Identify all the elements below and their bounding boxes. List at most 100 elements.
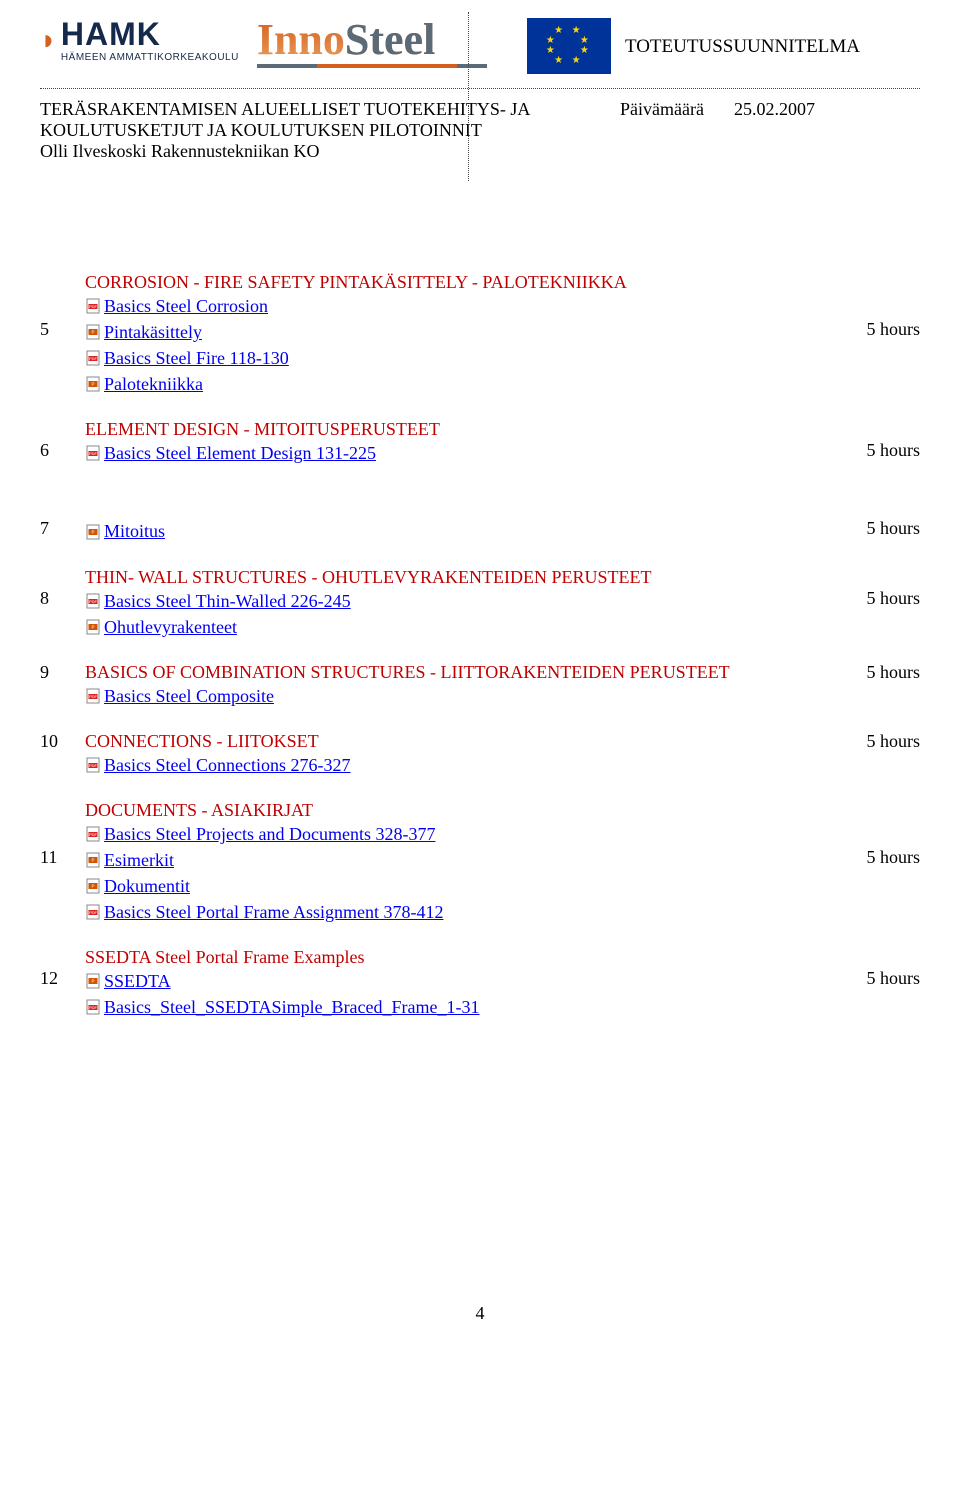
row-number: 12 xyxy=(40,968,58,988)
row-number: 10 xyxy=(40,731,58,751)
svg-text:PDF: PDF xyxy=(89,451,98,456)
pdf-icon: PDF xyxy=(85,593,101,609)
svg-text:P: P xyxy=(91,382,94,387)
svg-text:PDF: PDF xyxy=(89,694,98,699)
file-link-row[interactable]: PDF Basics Steel Connections 276-327 xyxy=(85,752,840,778)
row-number: 5 xyxy=(40,319,49,339)
hours-value: 5 hours xyxy=(867,319,921,339)
file-link-row[interactable]: P Esimerkit xyxy=(85,847,840,873)
pdf-icon: PDF xyxy=(85,999,101,1015)
file-link-text[interactable]: Basics Steel Projects and Documents 328-… xyxy=(104,821,435,847)
section-title: SSEDTA Steel Portal Frame Examples xyxy=(85,947,365,967)
file-link-row[interactable]: P Dokumentit xyxy=(85,873,840,899)
file-link-row[interactable]: P Pintakäsittely xyxy=(85,319,840,345)
hamk-logo-text: HAMK xyxy=(61,18,239,50)
svg-text:P: P xyxy=(91,884,94,889)
page-number: 4 xyxy=(0,1303,960,1344)
pdf-icon: PDF xyxy=(85,757,101,773)
svg-text:PDF: PDF xyxy=(89,356,98,361)
svg-text:PDF: PDF xyxy=(89,1005,98,1010)
ppt-icon: P xyxy=(85,973,101,989)
file-link-text[interactable]: Basics Steel Thin-Walled 226-245 xyxy=(104,588,351,614)
ppt-icon: P xyxy=(85,878,101,894)
author-line: Olli Ilveskoski Rakennustekniikan KO xyxy=(40,141,620,162)
svg-text:PDF: PDF xyxy=(89,763,98,768)
ppt-icon: P xyxy=(85,619,101,635)
file-link-text[interactable]: Basics Steel Corrosion xyxy=(104,293,268,319)
row-number: 9 xyxy=(40,662,49,682)
file-link-text[interactable]: Mitoitus xyxy=(104,518,165,544)
file-link-text[interactable]: Basics Steel Composite xyxy=(104,683,274,709)
pdf-icon: PDF xyxy=(85,298,101,314)
ppt-icon: P xyxy=(85,524,101,540)
project-title-line1: TERÄSRAKENTAMISEN ALUEELLISET TUOTEKEHIT… xyxy=(40,99,620,120)
hours-value: 5 hours xyxy=(867,588,921,608)
row-number: 7 xyxy=(40,518,49,538)
file-link-text[interactable]: Basics_Steel_SSEDTASimple_Braced_Frame_1… xyxy=(104,994,480,1020)
file-link-text[interactable]: Basics Steel Element Design 131-225 xyxy=(104,440,376,466)
file-link-text[interactable]: SSEDTA xyxy=(104,968,171,994)
file-link-row[interactable]: PDF Basics Steel Corrosion xyxy=(85,293,840,319)
subheader: TERÄSRAKENTAMISEN ALUEELLISET TUOTEKEHIT… xyxy=(0,99,960,162)
svg-text:P: P xyxy=(91,858,94,863)
file-link-row[interactable]: PDF Basics Steel Composite xyxy=(85,683,840,709)
file-link-row[interactable]: P Palotekniikka xyxy=(85,371,840,397)
section-title: BASICS OF COMBINATION STRUCTURES - LIITT… xyxy=(85,662,730,682)
content-area: CORROSION - FIRE SAFETY PINTAKÄSITTELY -… xyxy=(0,162,960,1043)
svg-text:P: P xyxy=(91,624,94,629)
hours-value: 5 hours xyxy=(867,440,921,460)
hours-value: 5 hours xyxy=(867,662,921,682)
hamk-logo: ◗ HAMK HÄMEEN AMMATTIKORKEAKOULU xyxy=(40,18,239,63)
hamk-glyph-icon: ◗ xyxy=(40,25,57,57)
project-title-line2: KOULUTUSKETJUT JA KOULUTUKSEN PILOTOINNI… xyxy=(40,120,620,141)
row-number: 8 xyxy=(40,588,49,608)
svg-text:P: P xyxy=(91,330,94,335)
svg-text:PDF: PDF xyxy=(89,599,98,604)
file-link-row[interactable]: PDF Basics Steel Fire 118-130 xyxy=(85,345,840,371)
svg-text:P: P xyxy=(91,529,94,534)
row-number: 6 xyxy=(40,440,49,460)
file-link-text[interactable]: Palotekniikka xyxy=(104,371,203,397)
svg-text:P: P xyxy=(91,979,94,984)
file-link-row[interactable]: P Ohutlevyrakenteet xyxy=(85,614,840,640)
file-link-text[interactable]: Basics Steel Fire 118-130 xyxy=(104,345,289,371)
svg-text:PDF: PDF xyxy=(89,832,98,837)
pdf-icon: PDF xyxy=(85,904,101,920)
pdf-icon: PDF xyxy=(85,350,101,366)
file-link-text[interactable]: Pintakäsittely xyxy=(104,319,202,345)
dotted-horizontal-separator xyxy=(40,88,920,89)
file-link-row[interactable]: PDF Basics Steel Projects and Documents 3… xyxy=(85,821,840,847)
pdf-icon: PDF xyxy=(85,826,101,842)
hours-value: 5 hours xyxy=(867,968,921,988)
svg-text:PDF: PDF xyxy=(89,910,98,915)
file-link-text[interactable]: Basics Steel Connections 276-327 xyxy=(104,752,350,778)
file-link-row[interactable]: PDF Basics Steel Portal Frame Assignment … xyxy=(85,899,840,925)
schedule-table: CORROSION - FIRE SAFETY PINTAKÄSITTELY -… xyxy=(40,272,920,1043)
file-link-text[interactable]: Ohutlevyrakenteet xyxy=(104,614,237,640)
svg-text:PDF: PDF xyxy=(89,304,98,309)
hours-value: 5 hours xyxy=(867,518,921,538)
section-title: ELEMENT DESIGN - MITOITUSPERUSTEET xyxy=(85,419,440,439)
file-link-row[interactable]: P Mitoitus xyxy=(85,518,840,544)
file-link-row[interactable]: PDF Basics_Steel_SSEDTASimple_Braced_Fram… xyxy=(85,994,840,1020)
section-title: THIN- WALL STRUCTURES - OHUTLEVYRAKENTEI… xyxy=(85,567,651,587)
file-link-row[interactable]: PDF Basics Steel Thin-Walled 226-245 xyxy=(85,588,840,614)
pdf-icon: PDF xyxy=(85,688,101,704)
file-link-text[interactable]: Dokumentit xyxy=(104,873,190,899)
date-value: 25.02.2007 xyxy=(734,99,815,162)
ppt-icon: P xyxy=(85,376,101,392)
header-logos-row: ◗ HAMK HÄMEEN AMMATTIKORKEAKOULU InnoSte… xyxy=(0,0,960,74)
innosteel-logo: InnoSteel xyxy=(257,18,487,68)
row-number: 11 xyxy=(40,847,57,867)
dotted-vertical-separator xyxy=(468,12,469,100)
file-link-text[interactable]: Basics Steel Portal Frame Assignment 378… xyxy=(104,899,443,925)
dotted-vertical-separator xyxy=(468,105,469,181)
section-title: CORROSION - FIRE SAFETY PINTAKÄSITTELY -… xyxy=(85,272,627,292)
section-title: CONNECTIONS - LIITOKSET xyxy=(85,731,319,751)
hamk-logo-subtext: HÄMEEN AMMATTIKORKEAKOULU xyxy=(61,52,239,63)
file-link-row[interactable]: P SSEDTA xyxy=(85,968,840,994)
eu-flag-icon: ★ ★★ ★★ ★★ ★ xyxy=(527,18,611,74)
file-link-row[interactable]: PDF Basics Steel Element Design 131-225 xyxy=(85,440,840,466)
hours-value: 5 hours xyxy=(867,731,921,751)
file-link-text[interactable]: Esimerkit xyxy=(104,847,174,873)
